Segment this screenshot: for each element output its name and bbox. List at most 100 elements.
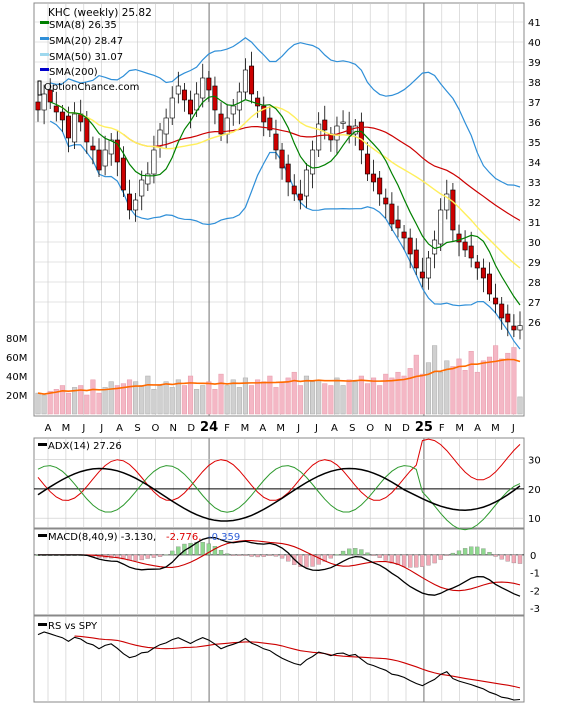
candle-up: [425, 257, 431, 279]
candle-down: [499, 303, 505, 319]
macd-histogram-bar: [243, 554, 248, 556]
volume-bar: [297, 385, 303, 415]
volume-bar: [84, 394, 90, 415]
candle-down: [66, 115, 72, 139]
candle-up: [102, 149, 108, 167]
volume-ma-line: [37, 358, 521, 395]
price-tick-label: 30: [528, 238, 541, 249]
volume-bar: [499, 358, 505, 415]
macd-histogram-bar: [481, 548, 486, 556]
macd-tick-label: -3: [530, 604, 540, 615]
volume-bar: [383, 373, 389, 415]
volume-bar: [212, 389, 218, 415]
x-tick-label: J: [99, 423, 103, 434]
volume-bar: [206, 381, 212, 415]
candle-up: [133, 199, 139, 211]
candle-up: [72, 113, 78, 143]
candle-down: [364, 153, 370, 175]
candle-up: [517, 325, 523, 331]
rs-line: [37, 631, 521, 701]
x-tick-label: J: [511, 423, 515, 434]
volume-bar: [462, 370, 468, 415]
volume-bar: [59, 385, 65, 415]
watermark: OptionChance.com: [44, 82, 139, 93]
volume-bar: [35, 392, 41, 415]
candle-up: [175, 85, 181, 95]
macd-tick-label: 0: [530, 551, 536, 562]
volume-bar: [407, 368, 413, 415]
volume-bar: [248, 385, 255, 415]
candle-up: [145, 173, 151, 185]
price-tick-label: 28: [528, 278, 541, 289]
plus-di-line: [37, 465, 521, 531]
price-tick-label: 33: [528, 178, 541, 189]
candle-down: [249, 65, 255, 95]
macd-line: [38, 536, 521, 597]
candle-up: [316, 123, 322, 151]
volume-bar: [139, 385, 145, 415]
volume-bar: [114, 385, 120, 415]
volume-bar: [96, 392, 102, 415]
rs-panel-frame: [33, 615, 525, 703]
candle-down: [401, 231, 407, 239]
volume-bar: [425, 362, 432, 415]
volume-bars: [35, 345, 523, 415]
macd-histogram-bar: [340, 550, 346, 556]
volume-bar: [438, 371, 444, 415]
macd-histogram-bar: [438, 554, 443, 560]
macd-histogram-bar: [267, 554, 272, 556]
candle-up: [157, 129, 163, 147]
candle-down: [462, 241, 468, 251]
volume-bar: [486, 356, 493, 415]
candle-down: [267, 117, 273, 131]
x-tick-label: A: [331, 423, 338, 434]
candle-down: [181, 89, 187, 101]
candle-down: [285, 163, 291, 183]
macd-histogram-bar: [371, 554, 376, 556]
volume-bar: [517, 396, 523, 415]
macd-histogram-bar: [420, 554, 425, 567]
macd-histogram-bar: [353, 548, 358, 556]
candle-down: [480, 267, 486, 279]
candle-down: [35, 101, 41, 111]
macd-histogram-bar: [487, 551, 492, 556]
legend-item: SMA(20) 28.47: [49, 36, 123, 47]
volume-bar: [181, 385, 187, 415]
macd-histogram-bar: [286, 554, 291, 562]
macd-histogram-bar: [279, 554, 285, 559]
x-tick-label: M: [241, 423, 250, 434]
candle-up: [200, 77, 206, 99]
volume-bar: [358, 375, 364, 415]
macd-histogram-bar: [365, 552, 370, 556]
macd-histogram-bar: [212, 546, 218, 556]
adx-panel-frame: [33, 437, 525, 529]
price-tick-label: 34: [528, 158, 541, 169]
volume-bar: [480, 360, 486, 415]
volume-bar: [456, 358, 462, 415]
x-tick-label: 25: [415, 420, 433, 435]
adx-tick-label: 20: [528, 485, 541, 496]
volume-tick-label: 80M: [6, 334, 27, 345]
rs-average-line: [74, 635, 521, 689]
x-tick-label: S: [134, 423, 140, 434]
candle-down: [407, 237, 413, 255]
volume-bar: [340, 385, 346, 415]
price-tick-label: 31: [528, 218, 541, 229]
candle-up: [139, 179, 145, 197]
candle-down: [486, 273, 492, 295]
candle-up: [230, 105, 236, 115]
candle-down: [90, 145, 96, 151]
price-tick-label: 41: [528, 18, 541, 29]
macd-tick-label: -1: [530, 569, 540, 580]
candle-down: [114, 139, 120, 163]
macd-histogram-bar: [377, 554, 382, 558]
macd-histogram-bar: [237, 554, 242, 556]
macd-histogram-bar: [401, 554, 407, 567]
bollinger-upper-line: [50, 37, 521, 188]
macd-histogram-bar: [151, 554, 157, 558]
macd-signal-line: [38, 540, 521, 592]
volume-bar: [126, 379, 133, 415]
